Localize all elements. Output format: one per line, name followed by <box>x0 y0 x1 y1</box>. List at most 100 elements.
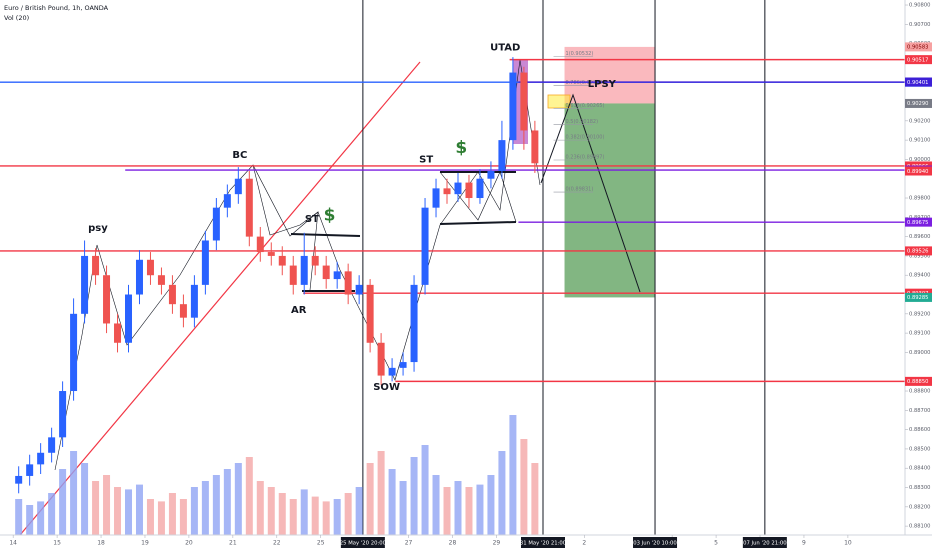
volume-bar <box>465 487 473 535</box>
x-tick-label: 15 <box>53 540 61 547</box>
fib-label: 0.5(0.90182) <box>566 119 599 125</box>
stop-zone <box>564 46 655 104</box>
volume-bar <box>190 487 198 535</box>
drawings-back <box>564 46 655 298</box>
annotation: $ <box>455 138 467 158</box>
volume-bar <box>103 475 111 535</box>
volume-bar <box>59 469 67 535</box>
y-tick-label: 0.90200 <box>909 118 930 124</box>
price-label-box <box>905 217 932 227</box>
candle-body <box>322 265 330 280</box>
range-line <box>290 233 361 237</box>
plot: 1(0.90532) 0.786(0.90382) 0.618(0.90265) 0.… <box>0 0 905 535</box>
candle-body <box>300 255 308 285</box>
y-tick-label: 0.90000 <box>909 157 930 163</box>
volume-bar <box>399 481 407 535</box>
candle-body <box>157 275 165 285</box>
volume-bar <box>245 457 253 535</box>
volume-bar <box>146 499 154 535</box>
y-tick-label: 0.89000 <box>909 350 930 356</box>
wave-path <box>54 59 541 471</box>
fib-label: 0.618(0.90265) <box>566 103 605 109</box>
marker-label: 25 May '20 20:00 <box>340 541 387 547</box>
marker-label: 03 Jun '20 10:00 <box>633 541 677 547</box>
range-line <box>439 221 517 225</box>
x-tick-label: 22 <box>273 540 281 547</box>
volume-bar <box>388 469 396 535</box>
y-tick-label: 0.88200 <box>909 504 930 510</box>
candle-body <box>15 475 23 484</box>
trend-line <box>19 61 421 536</box>
indicator-label: Vol (20) <box>4 14 29 22</box>
candle-body <box>37 452 45 465</box>
candle-body <box>476 178 484 199</box>
annotation: AR <box>291 305 307 316</box>
candle-body <box>114 323 122 343</box>
price-label: 0.90290 <box>907 101 928 107</box>
volume-bar <box>114 487 122 535</box>
fib-label: 0.382(0.90100) <box>566 135 605 141</box>
wave-path <box>439 171 517 223</box>
candle-body <box>179 304 187 318</box>
candle-body <box>432 188 440 208</box>
volume-bar <box>48 493 56 535</box>
candle-body <box>146 259 154 276</box>
y-tick-label: 0.90700 <box>909 22 930 28</box>
volume-bar <box>333 499 341 535</box>
volume-bar <box>179 499 187 535</box>
volume-bar <box>311 496 319 535</box>
candle-body <box>388 367 396 376</box>
candle-body <box>355 284 363 295</box>
x-tick-label: 18 <box>97 540 105 547</box>
x-tick-label: 21 <box>229 540 237 547</box>
price-label: 0.88850 <box>907 379 928 385</box>
y-tick-label: 0.88300 <box>909 485 930 491</box>
price-label-box <box>905 166 932 176</box>
marker-label-box <box>521 537 565 548</box>
candle-body <box>92 255 100 276</box>
y-tick-label: 0.88100 <box>909 524 930 530</box>
fib-label: 1(0.90532) <box>566 51 594 57</box>
price-label-box <box>905 77 932 87</box>
x-tick-label: 28 <box>449 540 457 547</box>
candle-body <box>443 188 451 195</box>
target-zone <box>564 103 655 298</box>
price-label-box <box>905 42 932 52</box>
x-tick-label: 14 <box>9 540 17 547</box>
candle-body <box>267 252 275 256</box>
candle-body <box>487 170 495 179</box>
x-tick-label: 25 <box>317 540 325 547</box>
annotation: $ <box>324 205 336 225</box>
annotation: BC <box>232 150 247 161</box>
price-label: 0.90583 <box>907 45 928 51</box>
annotation: UTAD <box>490 42 520 53</box>
volume-bar <box>278 493 286 535</box>
annotation: LPSY <box>588 79 617 90</box>
projection-path <box>540 93 641 293</box>
candle-body <box>223 194 231 208</box>
candle-body <box>498 140 506 171</box>
volume-bar <box>377 451 385 535</box>
candle-body <box>410 284 418 363</box>
candle-body <box>289 265 297 285</box>
price-label: 0.90401 <box>907 80 928 86</box>
price-label-box <box>905 55 932 65</box>
volume-bar <box>168 493 176 535</box>
x-tick-label: 20 <box>185 540 193 547</box>
candle-body <box>278 255 286 266</box>
volume-bar <box>476 484 484 535</box>
candle-body <box>70 313 78 392</box>
candle-body <box>509 72 517 141</box>
y-tick-label: 0.88700 <box>909 408 930 414</box>
y-tick-label: 0.89800 <box>909 196 930 202</box>
marker-label-box <box>340 537 385 548</box>
fib-label: 0.236(0.89997) <box>566 154 605 160</box>
annotation: ST <box>419 154 433 165</box>
volume-bar <box>454 481 462 535</box>
x-tick-label: 27 <box>405 540 413 547</box>
price-label: 0.89285 <box>907 295 928 301</box>
y-tick-label: 0.90800 <box>909 3 930 9</box>
price-label: 0.89675 <box>907 220 928 226</box>
